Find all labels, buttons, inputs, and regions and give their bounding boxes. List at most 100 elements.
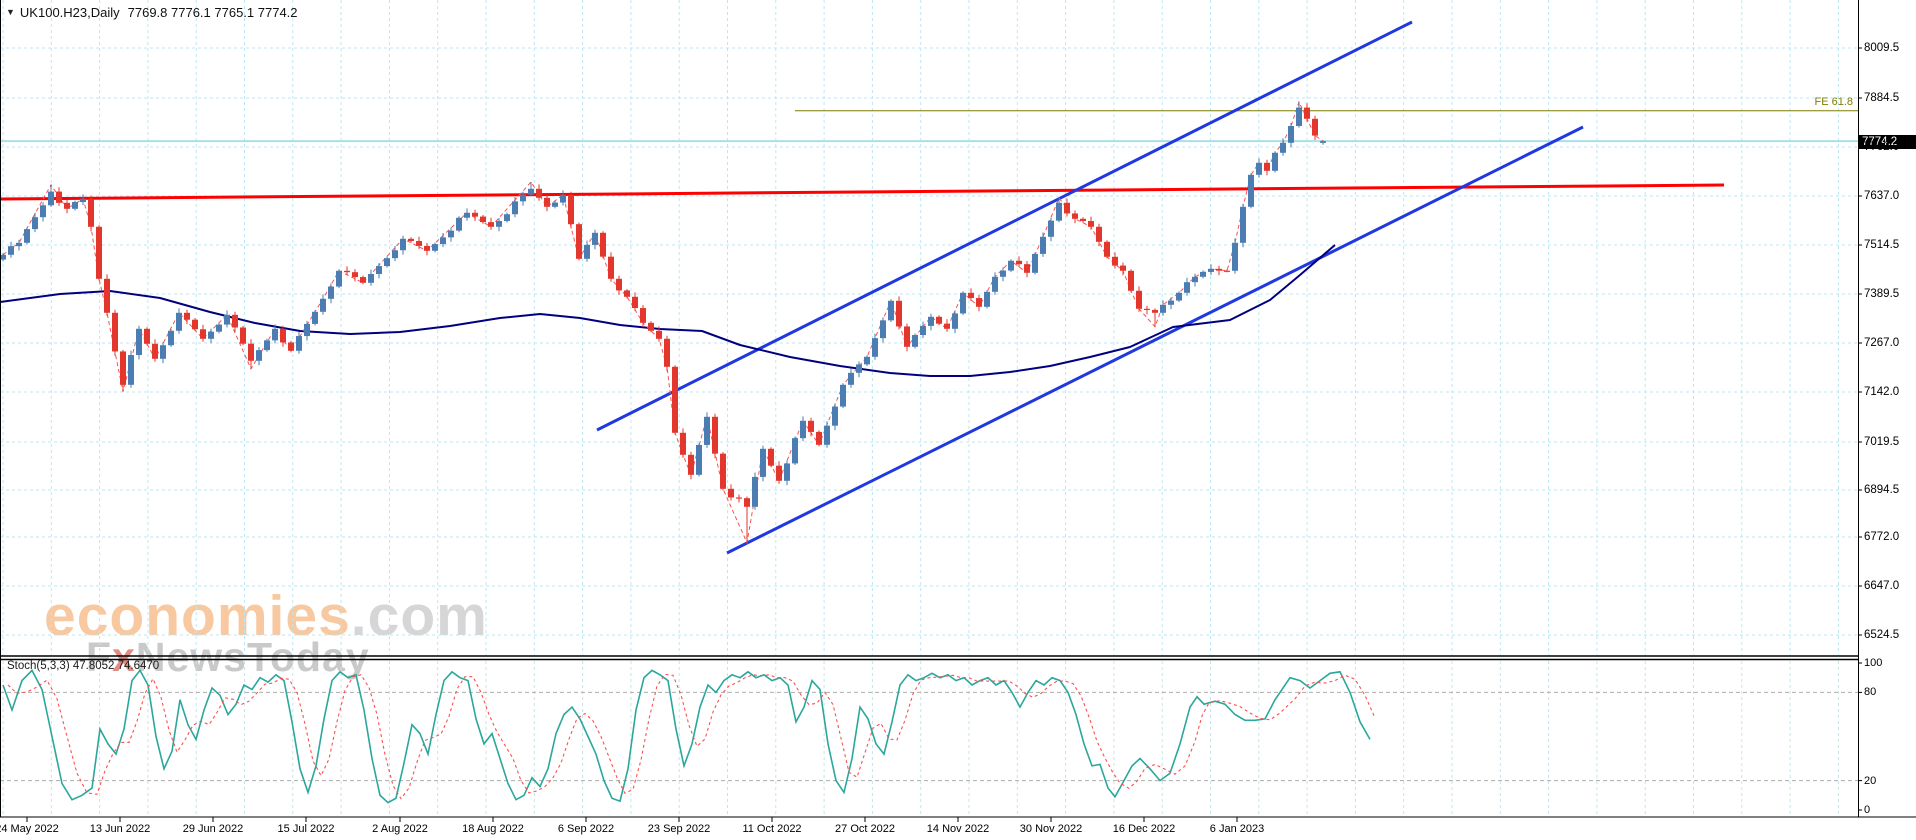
candle-body xyxy=(472,212,478,217)
candle-body xyxy=(784,463,790,481)
candle-body xyxy=(1240,206,1246,243)
channel-trendline-1[interactable] xyxy=(596,20,1413,432)
price-axis-label: 7389.5 xyxy=(1864,288,1900,300)
time-axis-label: 23 Sep 2022 xyxy=(647,823,711,835)
stoch-signal-line[interactable] xyxy=(7,673,1376,800)
candle-body xyxy=(336,270,342,287)
time-axis-label: 30 Nov 2022 xyxy=(1019,823,1083,835)
watermark-brand-suffix: .com xyxy=(350,584,488,648)
candle-body xyxy=(816,431,822,445)
candle-body xyxy=(936,316,942,324)
candle-body xyxy=(1168,300,1174,305)
candle-body xyxy=(1200,271,1206,277)
stoch-axis-label: 0 xyxy=(1864,804,1871,816)
candle-body xyxy=(360,277,366,283)
channel-trendline-2[interactable] xyxy=(726,125,1584,555)
candle-body xyxy=(544,197,550,207)
candle-body xyxy=(200,329,206,339)
candle-body xyxy=(1264,162,1270,171)
candle-body xyxy=(704,416,710,445)
symbol-timeframe-label: UK100.H23,Daily xyxy=(19,5,120,20)
candle-body xyxy=(920,325,926,336)
time-axis[interactable]: 24 May 2022 13 Jun 2022 29 Jun 2022 15 Jul … xyxy=(0,820,1916,840)
price-axis-label: 7142.0 xyxy=(1864,386,1900,398)
candle-body xyxy=(760,448,766,477)
candle-body xyxy=(616,278,622,291)
candle-body xyxy=(248,343,254,361)
watermark-tagline: FxNewsToday xyxy=(86,634,370,681)
candle-body xyxy=(664,338,670,367)
candle-body xyxy=(632,296,638,309)
stoch-axis-label: 100 xyxy=(1864,657,1883,669)
candle-body xyxy=(1040,236,1046,254)
candle-body xyxy=(264,340,270,351)
main-panel[interactable] xyxy=(0,0,1858,655)
price-axis-label: 7637.0 xyxy=(1864,190,1900,202)
candle-body xyxy=(776,465,782,481)
candle-body xyxy=(952,313,958,329)
candle-body xyxy=(1016,260,1022,265)
candle-body xyxy=(600,232,606,257)
candle-body xyxy=(752,476,758,507)
fib-expansion-label: FE 61.8 xyxy=(1814,96,1853,108)
candle-body xyxy=(960,292,966,314)
time-axis-label: 27 Oct 2022 xyxy=(835,823,895,835)
candle-body xyxy=(1064,202,1070,214)
candle-body xyxy=(880,320,886,339)
candle-body xyxy=(232,314,238,328)
candle-body xyxy=(744,498,750,507)
moving-average-line[interactable] xyxy=(0,244,1336,377)
candle-body xyxy=(1072,213,1078,219)
stoch-main-line[interactable] xyxy=(2,668,1371,804)
candle-body xyxy=(216,324,222,332)
candle-body xyxy=(1120,265,1126,271)
candle-body xyxy=(1256,162,1262,175)
candle-body xyxy=(440,237,446,245)
candle-body xyxy=(432,244,438,251)
candle-body xyxy=(488,222,494,227)
symbol-dropdown-icon[interactable]: ▼ xyxy=(6,7,15,17)
candle-body xyxy=(392,250,398,259)
candle-body xyxy=(1144,308,1150,310)
candle-body xyxy=(1288,126,1294,143)
candle-body xyxy=(576,224,582,259)
candle-body xyxy=(48,191,54,206)
candle-body xyxy=(824,425,830,445)
price-axis-label: 7762.0 xyxy=(1864,141,1900,153)
time-axis-label: 29 Jun 2022 xyxy=(182,823,244,835)
candle-body xyxy=(456,217,462,231)
candle-body xyxy=(1232,242,1238,271)
candle-body xyxy=(104,278,110,313)
candle-body xyxy=(728,488,734,498)
candle-body xyxy=(832,406,838,426)
candle-body xyxy=(424,245,430,251)
candle-body xyxy=(344,270,350,273)
candle-body xyxy=(536,188,542,198)
candle-body xyxy=(64,202,70,209)
stoch-axis-label: 80 xyxy=(1864,686,1877,699)
price-axis-label: 7514.5 xyxy=(1864,239,1900,251)
candle-body xyxy=(24,229,30,243)
candle-body xyxy=(680,432,686,455)
candle-body xyxy=(504,214,510,221)
candle-body xyxy=(408,238,414,242)
candle-body xyxy=(168,330,174,346)
price-axis-label: 6894.5 xyxy=(1864,484,1900,496)
zigzag-line[interactable] xyxy=(2,100,1324,545)
price-axis[interactable]: 7774.2 8009.5 7884.5 7762.0 7637.0 7514.5 738… xyxy=(1858,0,1916,840)
stochastic-panel[interactable] xyxy=(0,661,1858,816)
candle-body xyxy=(1000,270,1006,277)
stoch-axis-label: 20 xyxy=(1864,774,1877,787)
watermark-tagline-rest: NewsToday xyxy=(135,634,370,680)
candle-body xyxy=(1248,174,1254,207)
candle-body xyxy=(128,355,134,385)
candle-body xyxy=(72,202,78,209)
candle-body xyxy=(240,327,246,344)
time-axis-label: 18 Aug 2022 xyxy=(462,823,524,835)
candle-body xyxy=(856,364,862,373)
candle-body xyxy=(384,258,390,267)
resistance-trendline[interactable] xyxy=(0,183,1725,201)
time-axis-label: 24 May 2022 xyxy=(0,823,59,835)
candle-body xyxy=(528,188,534,195)
